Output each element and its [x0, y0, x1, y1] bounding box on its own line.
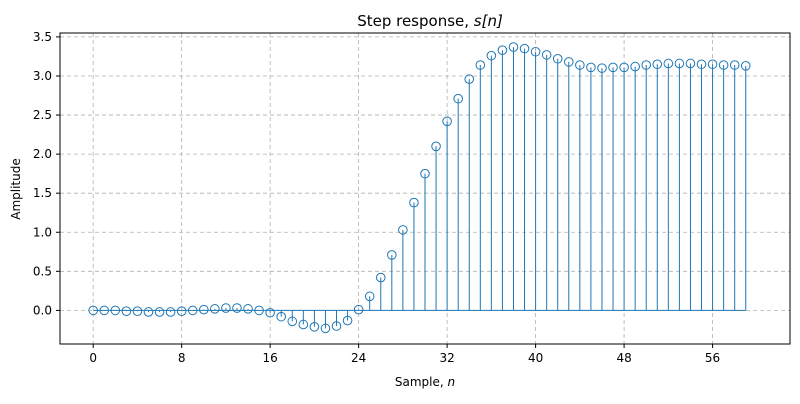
stem-marker: [387, 250, 397, 260]
x-tick-label: 56: [705, 351, 720, 365]
stem-marker: [143, 307, 154, 317]
chart-title-text: Step response,: [357, 12, 474, 30]
y-tick-label: 0.5: [33, 264, 52, 278]
stem-marker: [685, 58, 696, 69]
x-tick-label: 16: [263, 351, 278, 365]
stem-marker: [508, 42, 519, 52]
y-tick-label: 1.0: [33, 225, 52, 239]
y-axis-ticks: 0.0 0.5 1.0 1.5 2.0 2.5 3.0 3.5: [33, 30, 60, 317]
stem-marker: [110, 305, 121, 316]
stem-marker: [641, 60, 652, 70]
stem-marker: [88, 305, 98, 316]
stem-marker: [442, 116, 452, 127]
stem-marker: [563, 57, 574, 67]
stem-marker: [198, 304, 209, 315]
x-axis-label: Sample, n: [395, 375, 455, 389]
stem-marker: [420, 168, 430, 179]
stem-marker: [453, 93, 463, 104]
stem-marker: [243, 304, 253, 314]
stem-marker: [298, 319, 309, 330]
stem-marker: [232, 303, 242, 313]
stem-marker: [619, 62, 629, 73]
stem-marker: [707, 59, 718, 70]
x-tick-label: 32: [439, 351, 454, 365]
stem-marker: [287, 316, 298, 327]
stem-marker: [718, 60, 729, 70]
stem-marker: [121, 306, 132, 316]
y-tick-label: 2.5: [33, 108, 52, 122]
stem-marker: [132, 306, 143, 316]
x-axis-label-math: n: [448, 375, 456, 389]
stem-marker: [486, 50, 497, 61]
stem-marker: [375, 272, 386, 283]
stem-marker: [575, 60, 585, 70]
stem-marker: [608, 62, 618, 73]
stem-marker: [652, 59, 663, 70]
x-tick-label: 8: [178, 351, 186, 365]
y-tick-label: 3.0: [33, 69, 52, 83]
y-tick-label: 2.0: [33, 147, 52, 161]
x-axis-label-text: Sample,: [395, 375, 448, 389]
chart-title-math: s[n]: [474, 12, 503, 30]
stem-marker: [497, 45, 508, 55]
stem-marker: [265, 307, 275, 318]
stem-marker: [364, 291, 375, 302]
x-tick-label: 40: [528, 351, 543, 365]
stem-marker: [165, 307, 176, 317]
stem-marker: [331, 321, 342, 331]
stem-marker: [398, 225, 408, 235]
stem-marker: [519, 43, 530, 54]
stem-marker: [154, 307, 165, 317]
y-tick-label: 0.0: [33, 303, 52, 317]
stem-marker: [409, 197, 419, 208]
chart-title: Step response, s[n]: [357, 12, 503, 30]
x-tick-label: 24: [351, 351, 366, 365]
stem-marker: [187, 305, 198, 316]
stem-marker: [630, 61, 640, 72]
stem-marker: [475, 60, 486, 70]
stem-marker: [309, 322, 320, 332]
stem-marker: [99, 305, 110, 316]
stem-marker: [320, 323, 331, 334]
x-tick-label: 0: [89, 351, 97, 365]
stem-marker: [342, 315, 353, 326]
stem-marker: [353, 304, 364, 315]
plot-frame: [59, 32, 791, 345]
stem-marker: [541, 50, 552, 60]
stem-marker: [530, 46, 541, 57]
y-tick-label: 3.5: [33, 30, 52, 44]
stem-marker: [674, 58, 685, 69]
stem-marker: [740, 61, 751, 71]
stem-marker: [552, 53, 563, 64]
stem-marker: [597, 63, 607, 73]
stem-marker: [210, 304, 220, 314]
stem-marker: [586, 62, 596, 73]
stem-marker: [176, 306, 187, 316]
stem-marker: [663, 58, 674, 69]
stem-marker: [729, 60, 740, 70]
stem-marker: [696, 59, 707, 70]
x-tick-label: 48: [616, 351, 631, 365]
markers: [88, 42, 751, 334]
y-axis-label: Amplitude: [9, 158, 23, 220]
y-tick-label: 1.5: [33, 186, 52, 200]
stems: [125, 47, 747, 329]
stem-marker: [254, 305, 264, 316]
x-axis-ticks: 0 8 16 24 32 40 48 56: [89, 344, 720, 365]
stem-marker: [276, 311, 287, 322]
stem-marker: [431, 141, 441, 152]
stem-marker: [464, 74, 475, 84]
stem-marker: [221, 303, 231, 313]
